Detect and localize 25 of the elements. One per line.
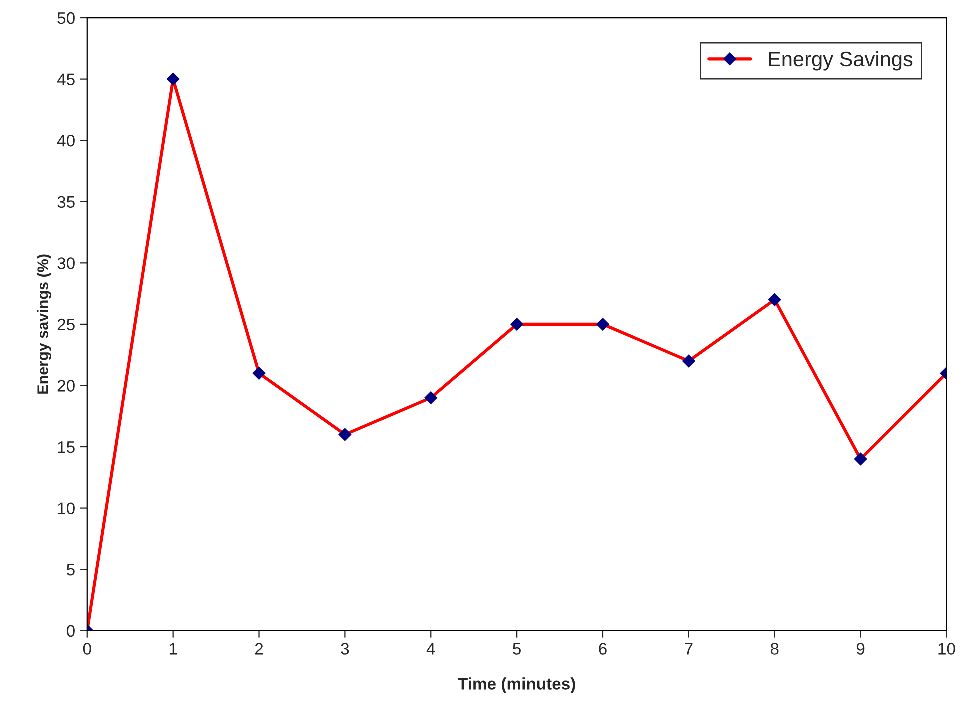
y-tick-label: 50 <box>58 12 75 24</box>
x-tick-label: 9 <box>856 643 865 655</box>
x-tick-label: 3 <box>341 643 350 655</box>
y-tick-label: 15 <box>58 442 75 454</box>
x-axis-title: Time (minutes) <box>458 678 576 694</box>
y-tick-label: 30 <box>58 258 75 270</box>
y-tick-label: 0 <box>66 625 75 638</box>
x-tick-label: 10 <box>938 643 956 655</box>
y-tick-label: 45 <box>57 74 75 86</box>
x-tick-label: 0 <box>83 643 92 655</box>
y-axis-title: Energy savings (%) <box>37 254 52 394</box>
y-tick-label: 25 <box>58 318 75 331</box>
y-tick-label: 10 <box>58 502 75 515</box>
x-tick-label: 8 <box>770 643 779 655</box>
y-tick-label: 35 <box>58 196 75 208</box>
y-tick-label: 20 <box>58 380 75 392</box>
x-tick-label: 6 <box>599 643 607 655</box>
x-tick-label: 1 <box>170 643 178 655</box>
y-tick-label: 5 <box>66 564 75 576</box>
y-tick-label: 40 <box>57 134 75 147</box>
x-tick-label: 4 <box>426 643 436 655</box>
x-tick-label: 7 <box>685 643 693 655</box>
legend-label: Energy Savings <box>769 51 913 71</box>
x-tick-label: 2 <box>255 643 264 655</box>
x-tick-label: 5 <box>513 643 521 655</box>
